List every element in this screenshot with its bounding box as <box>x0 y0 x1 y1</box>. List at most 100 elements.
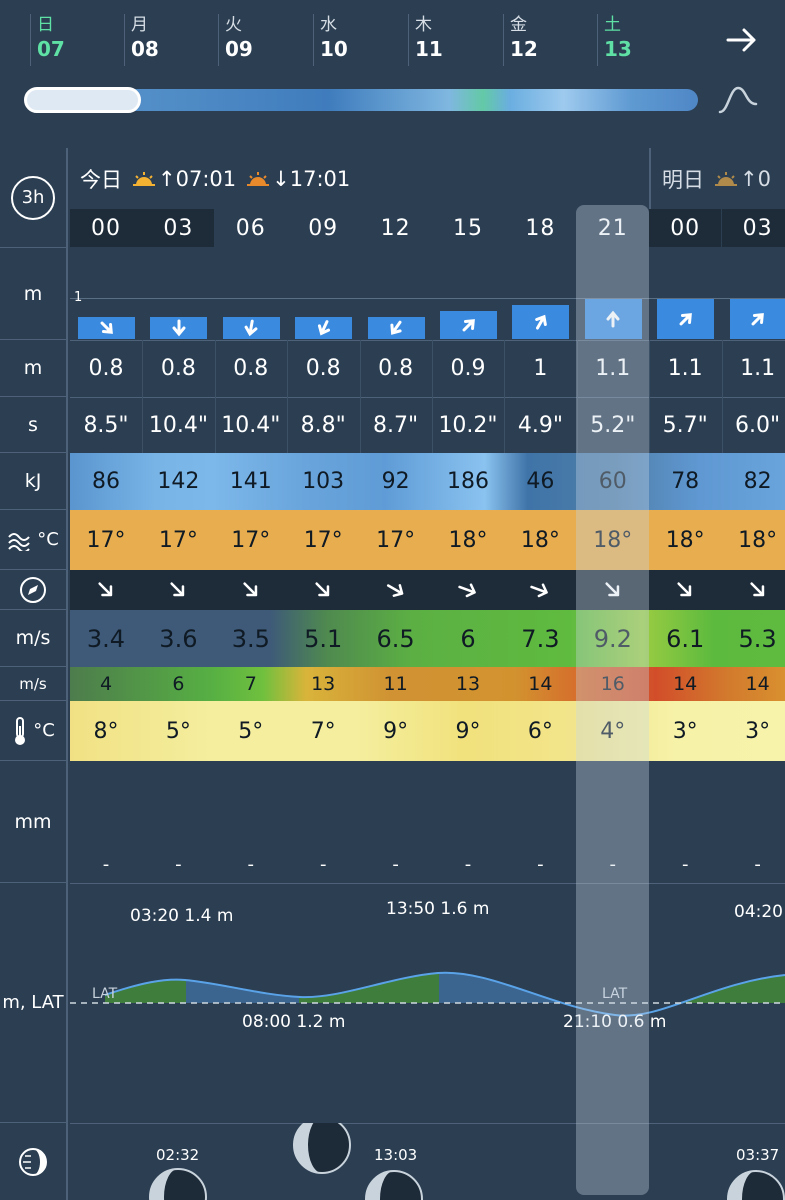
day-number: 08 <box>131 37 159 61</box>
day-of-week: 火 <box>225 15 242 35</box>
wave-direction-arrow-icon <box>535 314 547 330</box>
day-tab-tue[interactable]: 火 09 <box>218 14 253 66</box>
arrow-right-icon[interactable] <box>724 22 760 58</box>
water-temp-value: 17° <box>86 527 126 553</box>
swell-height-unit: m <box>0 248 66 340</box>
energy-unit: kJ <box>0 453 66 510</box>
sunset-time: 17:01 <box>289 167 351 191</box>
day-tab-wed[interactable]: 水 10 <box>313 14 348 66</box>
wave-period-value: 4.9" <box>517 412 563 438</box>
thermometer-icon <box>15 716 26 745</box>
wave-direction-arrow-icon <box>100 321 113 334</box>
wave-height-value: 0.8 <box>160 356 196 381</box>
precip-value: - <box>464 854 472 875</box>
day-tab-sun[interactable]: 日 07 <box>30 14 65 66</box>
sunrise-arrow-icon: ↑ <box>158 167 176 191</box>
hour-label: 18 <box>525 215 556 241</box>
forecast-range-slider[interactable] <box>26 89 698 111</box>
air-temp-row: 8° 5° 5° 7° 9° 9° 6° 4° 3° 3° <box>70 701 785 761</box>
hour-label: 09 <box>308 215 339 241</box>
wave-scale-label: 1 <box>74 290 83 305</box>
row-divider <box>70 1123 785 1124</box>
swell-bar <box>78 317 135 339</box>
swell-bar <box>440 311 497 339</box>
moon-phase-icon <box>19 1147 47 1176</box>
column-separator <box>504 340 506 453</box>
wave-direction-arrow-icon <box>317 320 330 336</box>
wind-direction-arrow-icon <box>458 583 476 598</box>
wave-height-value: 0.8 <box>233 356 269 381</box>
water-temp-label: °C <box>0 510 66 570</box>
tomorrow-header: 明日 ↑ 0 <box>662 164 771 194</box>
moon-row: 02:32 13:03 03:37 <box>70 1123 785 1200</box>
day-of-week: 土 <box>604 15 621 35</box>
water-temp-value: 17° <box>158 527 198 553</box>
air-temp-value: 8° <box>93 718 119 744</box>
wind-speed-value: 7.3 <box>521 624 560 653</box>
wave-period-value: 10.4" <box>221 412 281 438</box>
day-tab-fri[interactable]: 金 12 <box>503 14 538 66</box>
column-separator <box>432 340 433 453</box>
wind-direction-cell <box>70 570 142 610</box>
day-tab-sat[interactable]: 土 13 <box>597 14 632 66</box>
water-temp-value: 18° <box>738 527 778 553</box>
hour-label: 12 <box>380 215 411 241</box>
column-separator <box>287 340 289 453</box>
tide-falling-segment <box>439 972 615 1003</box>
wave-height-value: 0.9 <box>450 356 486 381</box>
wind-direction-cell <box>360 570 432 610</box>
wave-direction-arrow-icon <box>606 310 620 328</box>
range-slider-handle[interactable] <box>24 87 141 113</box>
water-temp-value: 17° <box>376 527 416 553</box>
air-temp-label: °C <box>0 701 66 761</box>
wave-direction-arrow-icon <box>751 313 764 326</box>
wind-direction-arrow-icon <box>170 582 185 597</box>
wind-direction-cell <box>722 570 785 610</box>
day-tab-thu[interactable]: 木 11 <box>408 14 443 66</box>
swell-row: 1 <box>70 248 785 340</box>
day-selector: 日 07 月 08 火 09 水 10 木 11 金 12 土 13 <box>0 0 785 148</box>
air-temp-value: 6° <box>527 718 553 744</box>
precipitation-row: ---------- <box>70 761 785 883</box>
day-number: 10 <box>320 37 348 61</box>
wave-height-value: 0.8 <box>378 356 414 381</box>
tide-chart: LAT LAT 03:20 1.4 m 08:00 1.2 m 13:50 1.… <box>70 899 785 1032</box>
water-temp-value: 18° <box>520 527 560 553</box>
air-temp-value: 3° <box>745 718 771 744</box>
column-separator <box>214 340 216 453</box>
water-temp-row: 17° 17° 17° 17° 17° 18° 18° 18° 18° 18° <box>70 510 785 570</box>
water-temp-unit: °C <box>37 529 59 550</box>
wind-gust-value: 14 <box>528 673 553 695</box>
wind-speed-row: 3.4 3.6 3.5 5.1 6.5 6 7.3 9.2 6.1 5.3 <box>70 610 785 667</box>
precip-value: - <box>754 854 761 875</box>
day-of-week: 日 <box>37 15 54 35</box>
wind-gust-value: 16 <box>600 673 625 695</box>
tide-curve-icon[interactable] <box>718 84 758 116</box>
swell-bar <box>729 299 785 339</box>
wave-energy-value: 60 <box>598 469 627 494</box>
wave-height-row: 0.8 0.8 0.8 0.8 0.8 0.9 1 1.1 1.1 1.1 <box>70 340 785 397</box>
precip-value: - <box>609 854 617 875</box>
day-tab-mon[interactable]: 月 08 <box>124 14 159 66</box>
moonrise-time: 02:32 <box>156 1146 200 1164</box>
wind-direction-arrow-icon <box>677 582 692 597</box>
lat-label-left: LAT <box>92 986 118 1002</box>
wind-speed-value: 5.1 <box>304 624 343 653</box>
wind-direction-cell <box>432 570 504 610</box>
wind-gust-value: 13 <box>311 673 336 695</box>
swell-bar <box>657 299 715 339</box>
row-divider <box>70 340 785 341</box>
wave-height-value: 1.1 <box>667 356 703 381</box>
wind-speed-value: 3.5 <box>231 624 270 653</box>
wind-direction-arrow-icon <box>605 582 619 597</box>
interval-toggle-button[interactable]: 3h <box>11 175 55 220</box>
tide-high-3: 04:20 <box>734 902 783 922</box>
wind-speed-value: 5.3 <box>738 624 777 653</box>
hour-label: 03 <box>142 209 215 247</box>
water-temp-value: 18° <box>448 527 488 553</box>
wave-period-value: 5.7" <box>662 412 708 438</box>
precip-value: - <box>319 854 327 875</box>
wind-gust-value: 6 <box>172 673 185 695</box>
wind-speed-value: 6.1 <box>666 624 705 653</box>
water-temp-value: 18° <box>665 527 705 553</box>
